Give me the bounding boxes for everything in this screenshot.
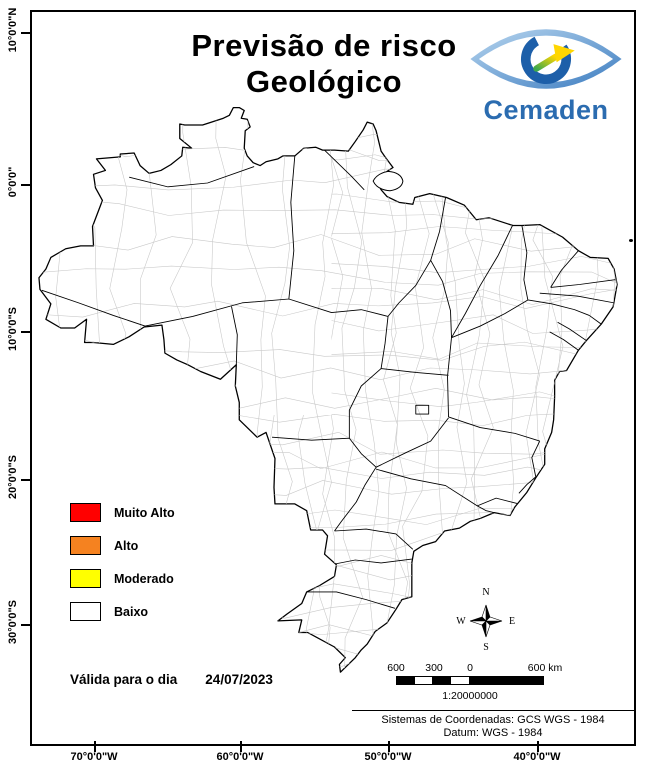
legend-item: Alto [70, 536, 138, 555]
scale-segment [414, 676, 433, 685]
marajo-island [372, 170, 404, 192]
scale-tick-label: 600 [387, 662, 405, 674]
axis-tick [21, 624, 32, 626]
compass-w: W [456, 616, 466, 627]
map-title-line1: Previsão de risco [191, 28, 457, 63]
offshore-island-dot [629, 239, 633, 242]
legend-item: Moderado [70, 569, 174, 588]
lon-label: 50°0'0"W [364, 751, 412, 763]
compass-e: E [509, 616, 515, 627]
scale-segment [396, 676, 415, 685]
legend-item: Muito Alto [70, 503, 175, 522]
cemaden-wordmark: Cemaden [483, 95, 609, 125]
scale-segment [469, 676, 544, 685]
lon-label: 60°0'0"W [216, 751, 264, 763]
lat-label: 10°0'0"S [7, 306, 19, 352]
crs-divider [352, 710, 634, 711]
legend-swatch-baixo [70, 602, 101, 621]
scale-segment [450, 676, 470, 685]
crs-line1: Sistemas de Coordenadas: GCS WGS - 1984 [381, 714, 605, 726]
map-title: Previsão de risco Geológico [128, 28, 520, 100]
legend-swatch-muito-alto [70, 503, 101, 522]
cemaden-logo: Cemaden [458, 26, 634, 128]
lat-label: 10°0'0"N [7, 7, 19, 53]
lon-label: 70°0'0"W [70, 751, 118, 763]
lat-label: 20°0'0"S [7, 454, 19, 500]
legend-swatch-moderado [70, 569, 101, 588]
legend-label: Moderado [114, 571, 174, 586]
lat-label: 0°0'0" [7, 166, 19, 198]
axis-tick [21, 32, 32, 34]
legend-swatch-alto [70, 536, 101, 555]
axis-tick [240, 741, 242, 752]
scale-tick-label: 300 [425, 662, 443, 674]
scale-segment [432, 676, 451, 685]
coordinate-system-note: Sistemas de Coordenadas: GCS WGS - 1984 … [352, 714, 634, 740]
axis-tick [21, 184, 32, 186]
axis-tick [537, 741, 539, 752]
legend-item: Baixo [70, 602, 148, 621]
cemaden-eye-icon [470, 29, 622, 89]
scale-ratio: 1:20000000 [442, 690, 498, 702]
map-title-line2: Geológico [245, 64, 403, 99]
axis-tick [388, 741, 390, 752]
brazil-map [38, 106, 618, 673]
state-boundaries [41, 149, 616, 609]
scale-bar: 600 300 0 600 km 1:20000000 [387, 662, 562, 708]
legend-label: Muito Alto [114, 505, 175, 520]
crs-line2: Datum: WGS - 1984 [443, 727, 543, 739]
compass-rose-icon: N W E S [456, 587, 515, 652]
compass-s: S [483, 642, 489, 652]
validity-text: Válida para o dia 24/07/2023 [70, 672, 273, 687]
scale-end-label: 600 km [527, 662, 563, 674]
axis-tick [21, 331, 32, 333]
compass-n: N [482, 587, 489, 598]
axis-tick [21, 479, 32, 481]
lon-label: 40°0'0"W [513, 751, 561, 763]
validity-date: 24/07/2023 [205, 672, 273, 687]
legend-label: Alto [114, 538, 139, 553]
axis-tick [94, 741, 96, 752]
validity-label: Válida para o dia [70, 672, 178, 687]
lat-label: 30°0'0"S [7, 599, 19, 645]
legend-label: Baixo [114, 604, 149, 619]
scale-tick-label: 0 [467, 662, 473, 674]
country-outline [38, 106, 618, 673]
